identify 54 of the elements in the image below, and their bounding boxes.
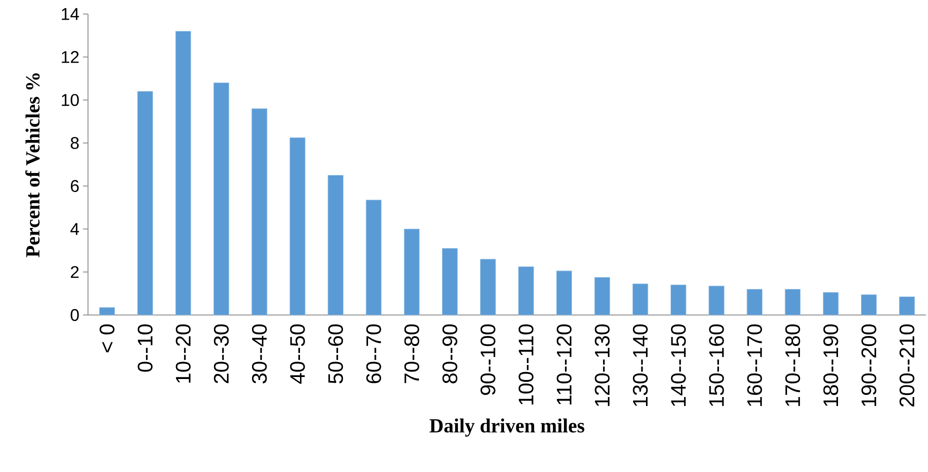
bar — [784, 289, 801, 316]
bar — [214, 82, 230, 316]
x-tick-label: 90--100 — [480, 324, 496, 395]
bar — [137, 91, 153, 316]
x-tick-label: 190--200 — [861, 324, 876, 406]
bar — [670, 284, 686, 316]
x-tick-label: 120--130 — [594, 324, 610, 406]
x-tick-label: 140--150 — [670, 324, 686, 406]
bar — [366, 200, 382, 316]
x-tick-label: 200--210 — [900, 324, 914, 407]
bar — [99, 307, 115, 316]
bar — [404, 228, 420, 316]
bar — [518, 266, 534, 316]
bar — [175, 31, 192, 316]
x-tick-label: 180--190 — [823, 324, 838, 406]
x-tick-label: 110--120 — [556, 324, 572, 404]
bar — [746, 289, 762, 316]
x-axis-title: Daily driven miles — [430, 418, 584, 437]
bar — [442, 248, 458, 316]
x-tick-label: 70--80 — [404, 324, 420, 384]
bar — [708, 286, 724, 316]
x-tick-label: 150--160 — [709, 324, 724, 406]
bar — [632, 284, 648, 316]
x-tick-label: 20--30 — [214, 324, 229, 384]
x-tick-label: 100--110 — [518, 324, 534, 404]
bar — [290, 137, 306, 316]
y-tick-label: 6 — [70, 180, 79, 192]
bar — [899, 296, 915, 316]
x-tick-label: 170--180 — [785, 324, 800, 406]
x-tick-label: 30--40 — [252, 324, 267, 384]
y-tick-label: 2 — [70, 266, 79, 278]
y-tick-label: 8 — [70, 136, 79, 150]
x-tick-label: 50--60 — [328, 324, 344, 384]
bar — [822, 292, 839, 316]
bar — [594, 277, 610, 316]
x-tick-label: 60--70 — [366, 324, 382, 384]
y-axis-title: Percent of Vehicles % — [25, 73, 40, 258]
x-tick-label: < 0 — [100, 324, 114, 352]
bar — [480, 258, 496, 316]
y-tick-label: 0 — [70, 308, 79, 322]
bar — [252, 108, 268, 316]
x-tick-label: 130--140 — [632, 324, 648, 406]
x-tick-label: 40--50 — [290, 324, 305, 384]
y-tick-label: 14 — [62, 8, 79, 20]
bar — [556, 270, 572, 316]
x-tick-label: 160--170 — [747, 324, 762, 406]
bar — [861, 294, 877, 316]
y-tick-label: 12 — [62, 51, 79, 63]
x-tick-label: 10--20 — [176, 324, 191, 383]
bar — [328, 175, 344, 316]
y-tick-label: 4 — [70, 223, 79, 235]
x-tick-label: 80--90 — [442, 324, 458, 384]
y-tick-label: 10 — [62, 94, 79, 106]
x-tick-label: 0--10 — [138, 324, 153, 372]
